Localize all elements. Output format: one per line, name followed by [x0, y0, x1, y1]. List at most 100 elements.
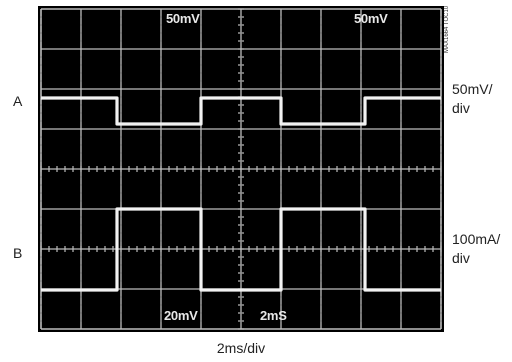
grid-dot [400, 144, 402, 146]
grid-dot [120, 256, 122, 258]
grid-dot [200, 56, 202, 58]
grid-dot [360, 136, 362, 138]
grid-dot [400, 256, 402, 258]
grid-dot [40, 184, 42, 186]
grid-dot [200, 320, 202, 322]
grid-dot [440, 312, 442, 314]
grid-dot [80, 264, 82, 266]
grid-dot [360, 32, 362, 34]
figure-code: MAX1664 TOC10 [444, 6, 450, 54]
grid-dot [440, 232, 442, 234]
grid-dot [320, 32, 322, 34]
grid-dot [360, 296, 362, 298]
grid-dot [400, 176, 402, 178]
grid-dot [440, 56, 442, 58]
grid-dot [400, 80, 402, 82]
grid-dot [360, 152, 362, 154]
grid-dot [240, 192, 242, 194]
grid-dot [120, 72, 122, 74]
grid-dot [40, 192, 42, 194]
grid-dot [320, 240, 322, 242]
grid-dot [240, 104, 242, 106]
grid-dot [40, 240, 42, 242]
grid-dot [160, 320, 162, 322]
grid-dot [200, 16, 202, 18]
grid-dot [240, 232, 242, 234]
grid-dot [40, 280, 42, 282]
grid-dot [160, 160, 162, 162]
grid-dot [280, 200, 282, 202]
grid-dot [440, 272, 442, 274]
trace-b-line [41, 207, 441, 292]
grid-dot [120, 320, 122, 322]
x-axis-label: 2ms/div [216, 340, 266, 356]
grid-dot [160, 296, 162, 298]
grid-dot [160, 176, 162, 178]
grid-dot [320, 296, 322, 298]
grid-dot [360, 304, 362, 306]
grid-dot [160, 256, 162, 258]
grid-dot [440, 200, 442, 202]
grid-dot [240, 200, 242, 202]
grid-dot [280, 80, 282, 82]
grid-dot [320, 216, 322, 218]
grid-dot [320, 104, 322, 106]
grid-dot [360, 280, 362, 282]
grid-dot [200, 312, 202, 314]
grid-dot [40, 24, 42, 26]
grid-dot [80, 280, 82, 282]
grid-dot [120, 224, 122, 226]
grid-dot [160, 192, 162, 194]
grid-dot [120, 64, 122, 66]
grid-dot [360, 112, 362, 114]
grid-dot [400, 16, 402, 18]
grid-dot [280, 72, 282, 74]
grid-dot [80, 184, 82, 186]
grid-dot [200, 40, 202, 42]
grid-dot [200, 192, 202, 194]
grid-dot [120, 160, 122, 162]
grid-dot [40, 64, 42, 66]
grid-dot [440, 80, 442, 82]
grid-dot [400, 216, 402, 218]
grid-dot [320, 112, 322, 114]
grid-dot [40, 256, 42, 258]
scope-traces [41, 96, 441, 292]
grid-dot [160, 216, 162, 218]
grid-dot [240, 240, 242, 242]
grid-dot [80, 56, 82, 58]
grid-dot [440, 320, 442, 322]
grid-dot [240, 264, 242, 266]
grid-dot [400, 296, 402, 298]
grid-dot [40, 136, 42, 138]
grid-dot [40, 224, 42, 226]
grid-dot [240, 112, 242, 114]
grid-dot [40, 144, 42, 146]
grid-dot [440, 72, 442, 74]
grid-dot [240, 120, 242, 122]
grid-dot [280, 184, 282, 186]
grid-dot [320, 224, 322, 226]
grid-dot [120, 104, 122, 106]
grid-dot [80, 112, 82, 114]
grid-dot [200, 64, 202, 66]
grid-dot [360, 224, 362, 226]
grid-dot [120, 24, 122, 26]
grid-dot [360, 272, 362, 274]
grid-dot [280, 320, 282, 322]
grid-dot [240, 304, 242, 306]
grid-dot [360, 192, 362, 194]
grid-dot [40, 272, 42, 274]
grid-dot [440, 64, 442, 66]
grid-dot [400, 224, 402, 226]
grid-dot [120, 304, 122, 306]
scope-grid [40, 8, 442, 330]
grid-dot [80, 120, 82, 122]
trace-a-scale-label: 50mV/ div [452, 81, 493, 116]
grid-dot [80, 216, 82, 218]
grid-dot [400, 56, 402, 58]
grid-dot [320, 144, 322, 146]
grid-dot [80, 312, 82, 314]
grid-dot [40, 304, 42, 306]
grid-dot [120, 40, 122, 42]
